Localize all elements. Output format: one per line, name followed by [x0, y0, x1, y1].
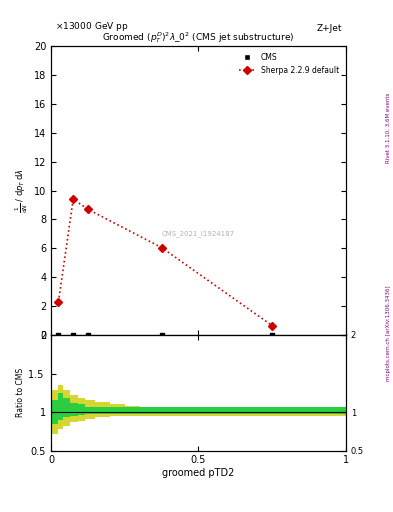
Text: CMS_2021_I1924187: CMS_2021_I1924187 — [162, 230, 235, 237]
Text: Rivet 3.1.10, 3.6M events: Rivet 3.1.10, 3.6M events — [386, 93, 391, 163]
Text: Z+Jet: Z+Jet — [316, 24, 342, 33]
Legend: CMS, Sherpa 2.2.9 default: CMS, Sherpa 2.2.9 default — [236, 50, 342, 78]
Y-axis label: $\frac{1}{\mathrm{d}N}$ / $\mathrm{d}p_T\,\mathrm{d}\lambda$: $\frac{1}{\mathrm{d}N}$ / $\mathrm{d}p_T… — [13, 168, 30, 213]
X-axis label: groomed pTD2: groomed pTD2 — [162, 468, 235, 478]
Y-axis label: Ratio to CMS: Ratio to CMS — [16, 368, 25, 417]
Text: $\times$13000 GeV pp: $\times$13000 GeV pp — [55, 20, 129, 33]
Text: mcplots.cern.ch [arXiv:1306.3436]: mcplots.cern.ch [arXiv:1306.3436] — [386, 285, 391, 380]
Title: Groomed $(p_T^D)^2\lambda\_0^2$ (CMS jet substructure): Groomed $(p_T^D)^2\lambda\_0^2$ (CMS jet… — [102, 30, 295, 45]
